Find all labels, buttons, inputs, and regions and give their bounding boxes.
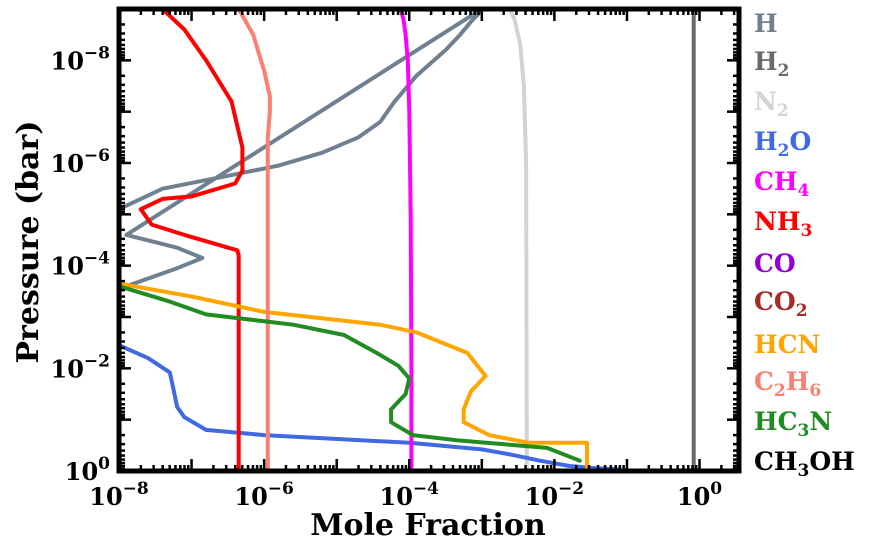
y-tick-label: 10−4 bbox=[51, 249, 111, 281]
legend-entry-ch4: CH4 bbox=[754, 167, 810, 201]
legend-entry-h2: H2 bbox=[754, 47, 789, 81]
series-line-nh3 bbox=[138, 9, 245, 471]
series-line-ch4 bbox=[398, 9, 414, 471]
legend-entry-c2h6: C2H6 bbox=[754, 367, 821, 401]
series-line-c2h6 bbox=[236, 9, 272, 471]
legend-entry-co: CO bbox=[754, 249, 796, 278]
series-line-hcn bbox=[119, 281, 589, 471]
legend-entry-h2o: H2O bbox=[754, 127, 811, 161]
series-line-n2 bbox=[507, 9, 529, 471]
legend-entry-co2: CO2 bbox=[754, 287, 808, 321]
y-tick-label: 100 bbox=[65, 454, 110, 486]
series-line-hc3n bbox=[119, 284, 582, 463]
legend: H H2 N2 H2O CH4 NH3 CO CO2 HCN C2H6 HC3N CH3OH bbox=[754, 9, 855, 481]
y-axis-title: Pressure (bar) bbox=[11, 121, 46, 364]
x-tick-label: 10−2 bbox=[525, 479, 584, 511]
series-line-h bbox=[119, 9, 484, 291]
plot-frame bbox=[116, 6, 742, 474]
legend-entry-hcn: HCN bbox=[754, 330, 820, 359]
x-axis-title: Mole Fraction bbox=[310, 508, 546, 543]
x-tick-label: 10−6 bbox=[234, 479, 293, 511]
x-tick-label: 10−4 bbox=[380, 479, 440, 511]
y-tick-label: 10−6 bbox=[51, 146, 110, 178]
x-tick-label: 100 bbox=[677, 479, 722, 511]
ticks-layer bbox=[117, 7, 739, 473]
legend-entry-hc3n: HC3N bbox=[754, 407, 832, 441]
series-layer bbox=[119, 9, 696, 471]
legend-entry-ch3oh: CH3OH bbox=[754, 447, 855, 481]
x-tick-label: 10−8 bbox=[89, 479, 148, 511]
legend-entry-nh3: NH3 bbox=[754, 207, 812, 241]
legend-entry-n2: N2 bbox=[754, 87, 789, 121]
y-tick-label: 10−2 bbox=[51, 351, 110, 383]
legend-entry-h: H bbox=[754, 9, 778, 38]
series-line-h2o bbox=[119, 343, 622, 471]
y-tick-label: 10−8 bbox=[51, 43, 110, 75]
